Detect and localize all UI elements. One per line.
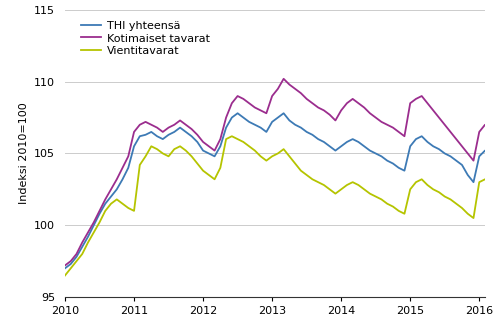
Kotimaiset tavarat	[142, 120, 148, 124]
THI yhteensä	[212, 154, 218, 158]
THI yhteensä	[206, 151, 212, 155]
Kotimaiset tavarat	[212, 148, 218, 152]
Line: Vientitavarat: Vientitavarat	[65, 136, 500, 276]
THI yhteensä	[62, 266, 68, 270]
Vientitavarat	[206, 173, 212, 177]
Vientitavarat	[229, 134, 235, 138]
Kotimaiset tavarat	[280, 77, 286, 81]
THI yhteensä	[234, 111, 240, 115]
Kotimaiset tavarat	[62, 263, 68, 267]
Vientitavarat	[234, 137, 240, 141]
THI yhteensä	[310, 133, 316, 137]
Kotimaiset tavarat	[206, 144, 212, 148]
Line: Kotimaiset tavarat: Kotimaiset tavarat	[65, 79, 500, 265]
Vientitavarat	[310, 177, 316, 181]
Vientitavarat	[142, 154, 148, 158]
Kotimaiset tavarat	[229, 101, 235, 105]
THI yhteensä	[229, 115, 235, 119]
Vientitavarat	[62, 274, 68, 278]
Line: THI yhteensä: THI yhteensä	[65, 113, 500, 268]
Legend: THI yhteensä, Kotimaiset tavarat, Vientitavarat: THI yhteensä, Kotimaiset tavarat, Vienti…	[79, 18, 212, 59]
Kotimaiset tavarat	[310, 101, 316, 105]
Y-axis label: Indeksi 2010=100: Indeksi 2010=100	[18, 103, 28, 204]
Vientitavarat	[212, 177, 218, 181]
THI yhteensä	[142, 133, 148, 137]
